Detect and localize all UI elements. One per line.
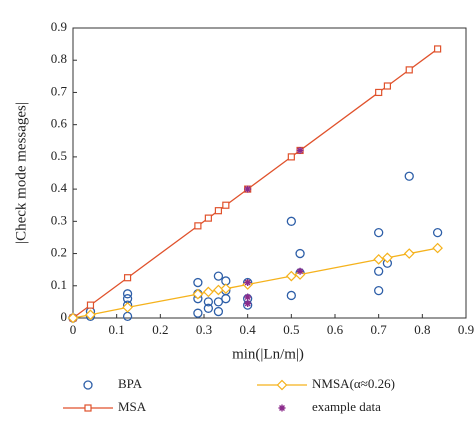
point bbox=[213, 284, 224, 296]
x-tick-label: 0.7 bbox=[371, 322, 388, 337]
point bbox=[213, 271, 224, 281]
legend-marker bbox=[276, 379, 288, 391]
point bbox=[383, 82, 391, 90]
x-tick-label: 0.9 bbox=[458, 322, 474, 337]
y-tick-label: 0.4 bbox=[51, 180, 68, 195]
point bbox=[244, 293, 252, 301]
point bbox=[374, 266, 384, 276]
point bbox=[375, 88, 383, 97]
x-tick-label: 0.1 bbox=[109, 322, 125, 337]
point bbox=[213, 306, 224, 317]
y-tick-label: 0.6 bbox=[51, 116, 68, 131]
point bbox=[404, 171, 414, 181]
legend-label: NMSA(α≈0.26) bbox=[312, 376, 395, 391]
y-tick-label: 0.1 bbox=[51, 277, 67, 292]
point bbox=[213, 297, 224, 307]
plot-frame bbox=[72, 27, 467, 319]
y-tick-label: 0.7 bbox=[51, 83, 68, 98]
legend-marker bbox=[83, 380, 93, 390]
legend-marker bbox=[84, 404, 92, 412]
point bbox=[222, 201, 230, 209]
point bbox=[374, 227, 384, 238]
x-tick-label: 0.2 bbox=[152, 322, 168, 337]
point bbox=[203, 303, 214, 313]
point bbox=[296, 146, 304, 154]
point bbox=[67, 312, 79, 324]
point bbox=[285, 270, 297, 282]
x-tick-label: 0.6 bbox=[327, 322, 344, 337]
point bbox=[244, 279, 252, 287]
point bbox=[193, 277, 203, 288]
point bbox=[203, 297, 214, 307]
point bbox=[286, 290, 296, 301]
y-axis-label: |Check mode messages| bbox=[13, 102, 29, 244]
point bbox=[432, 227, 443, 238]
point bbox=[432, 242, 443, 254]
point bbox=[374, 285, 384, 296]
point bbox=[204, 214, 212, 222]
point bbox=[405, 66, 413, 74]
point bbox=[85, 309, 96, 321]
point bbox=[214, 207, 223, 215]
point bbox=[220, 283, 232, 295]
point bbox=[192, 288, 204, 300]
y-tick-label: 0.5 bbox=[51, 148, 67, 163]
x-tick-label: 0.3 bbox=[196, 322, 212, 337]
point bbox=[244, 185, 252, 193]
point bbox=[221, 294, 231, 304]
point bbox=[286, 216, 296, 226]
point bbox=[403, 248, 415, 259]
y-tick-label: 0.3 bbox=[51, 212, 67, 227]
legend-label: BPA bbox=[118, 376, 143, 391]
x-axis-label: min(|Ln/m|) bbox=[232, 346, 304, 362]
point bbox=[296, 267, 304, 275]
y-tick-label: 0 bbox=[61, 309, 68, 324]
point bbox=[434, 45, 442, 53]
point bbox=[122, 302, 133, 313]
point bbox=[382, 252, 393, 264]
x-tick-label: 0 bbox=[70, 322, 77, 337]
point bbox=[373, 254, 385, 265]
point bbox=[295, 248, 305, 259]
x-tick-label: 0.5 bbox=[283, 322, 299, 337]
y-tick-label: 0.8 bbox=[51, 51, 67, 66]
point bbox=[244, 300, 252, 307]
point bbox=[287, 153, 295, 161]
x-tick-label: 0.4 bbox=[240, 322, 257, 337]
point bbox=[86, 301, 95, 309]
point bbox=[193, 308, 203, 318]
y-tick-label: 0.2 bbox=[51, 245, 67, 260]
point bbox=[194, 222, 202, 230]
point bbox=[122, 289, 133, 299]
legend-label: MSA bbox=[118, 399, 147, 414]
y-tick-label: 0.9 bbox=[51, 19, 67, 34]
legend-label: example data bbox=[312, 399, 381, 414]
x-tick-label: 0.8 bbox=[414, 322, 430, 337]
legend-marker bbox=[278, 404, 286, 412]
point bbox=[123, 274, 132, 282]
point bbox=[122, 311, 133, 322]
point bbox=[203, 286, 214, 298]
